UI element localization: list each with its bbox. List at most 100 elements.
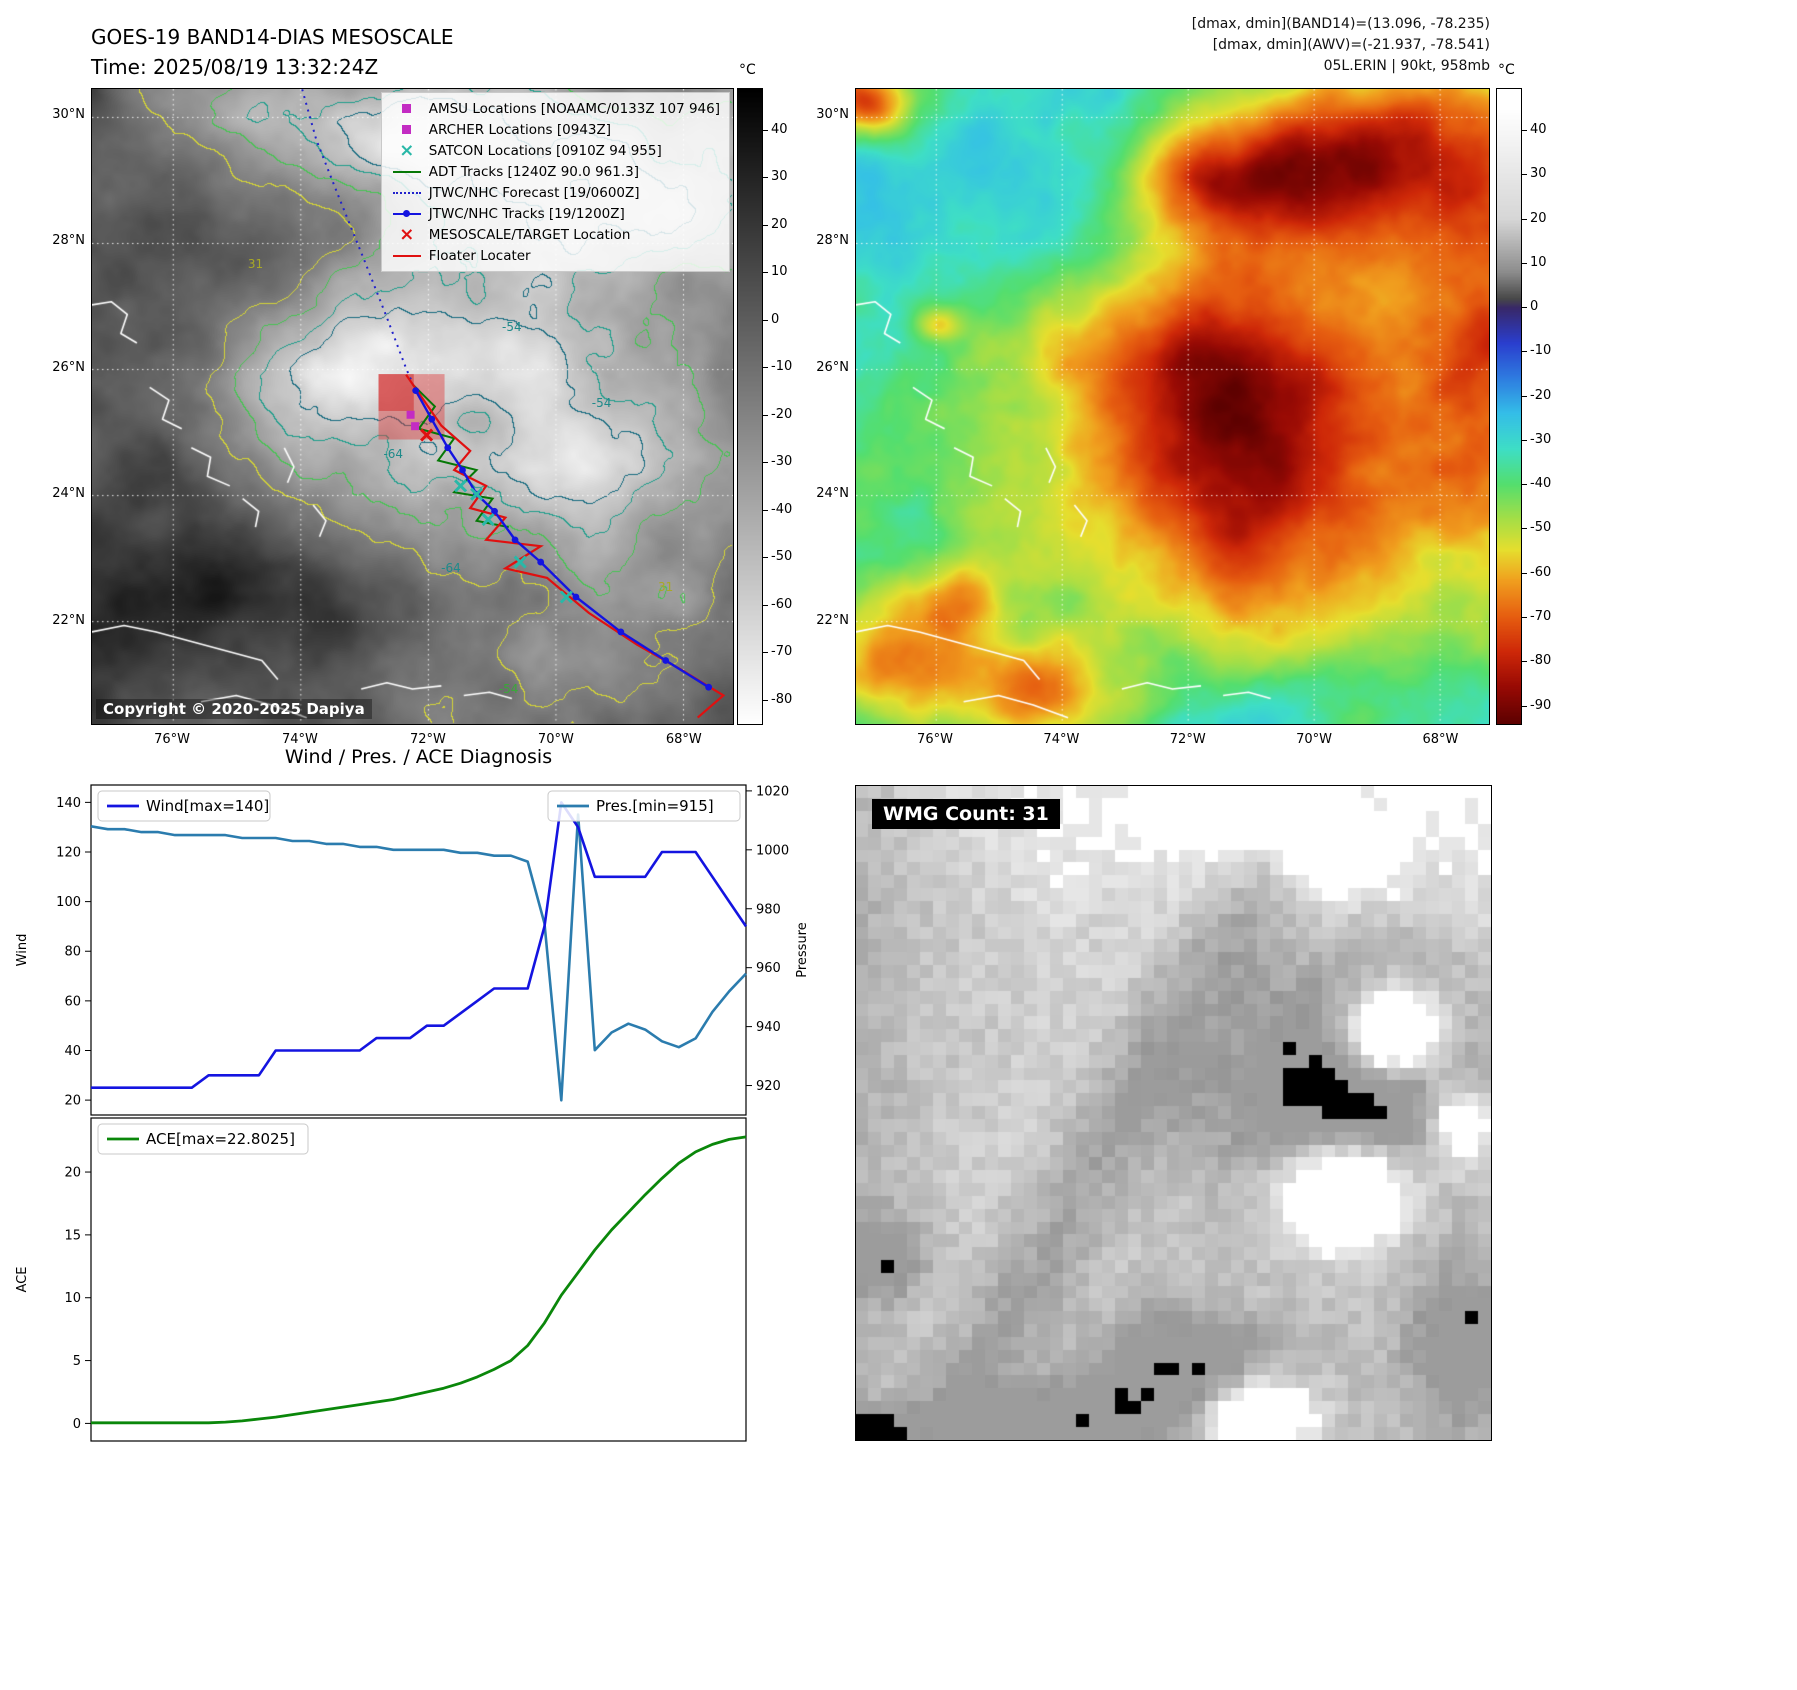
wind-axis-tick: 120 — [56, 845, 81, 860]
jtwc-track-point — [511, 536, 519, 544]
awv-colorbar-tick: -90 — [1530, 697, 1552, 713]
contour-label: 31 — [247, 256, 264, 271]
band14-colorbar-tick: 40 — [771, 122, 788, 138]
band14-colorbar — [737, 88, 763, 725]
contour-label: -64 — [441, 561, 461, 576]
awv-colorbar-tick: 30 — [1530, 166, 1547, 182]
awv-lon-tick: 76°W — [917, 732, 953, 747]
awv-colorbar-tickmark — [1522, 528, 1527, 530]
pressure-series-line — [90, 813, 747, 1102]
jtwc-track-point — [662, 657, 670, 664]
wind-legend-label: Wind[max=140] — [146, 797, 269, 815]
wind-pressure-chart-frame — [90, 784, 747, 1116]
band14-colorbar-tick: -20 — [771, 406, 793, 422]
awv-colorbar-unit: °C — [1498, 62, 1515, 78]
awv-colorbar-tickmark — [1522, 395, 1527, 397]
band14-lon-tick: 74°W — [282, 732, 318, 747]
awv-colorbar-tickmark — [1522, 351, 1527, 353]
pressure-legend-label: Pres.[min=915] — [596, 797, 714, 815]
band14-colorbar-tick: -70 — [771, 644, 793, 660]
band14-colorbar-tick: -10 — [771, 359, 793, 375]
awv-colorbar-tick: -60 — [1530, 564, 1552, 580]
band14-lon-tick: 68°W — [665, 732, 702, 747]
band14-colorbar-tick: 10 — [771, 264, 788, 280]
legend-item-floater: Floater Locater — [391, 246, 720, 265]
diagnosis-charts: 2040608010012014092094096098010001020051… — [15, 784, 810, 1442]
jtwc-track-point — [617, 628, 625, 636]
band14-colorbar-tick: -30 — [771, 454, 793, 470]
satcon-x-marker — [559, 590, 573, 604]
band14-colorbar-gradient — [738, 89, 762, 724]
map-legend: AMSU Locations [NOAAMC/0133Z 107 946] ARC… — [380, 92, 730, 272]
jtwc-track-point — [705, 683, 713, 691]
legend-item-target: × MESOSCALE/TARGET Location — [391, 225, 720, 244]
archer-marker-icon — [391, 125, 423, 134]
wind-axis-tick: 140 — [56, 796, 81, 811]
wmg-pixel-image — [856, 786, 1491, 1440]
ace-legend-label: ACE[max=22.8025] — [146, 1130, 295, 1148]
jtwc-track-point — [459, 466, 466, 474]
awv-lat-tick: 30°N — [816, 107, 849, 123]
awv-colorbar-tick: -20 — [1530, 387, 1552, 403]
legend-item-adt: ADT Tracks [1240Z 90.0 961.3] — [391, 162, 720, 181]
band14-colorbar-tickmark — [763, 224, 768, 226]
ace-legend-box — [97, 1123, 309, 1155]
awv-colorbar-tickmark — [1522, 307, 1527, 309]
wind-axis-tick: 80 — [64, 945, 81, 960]
legend-item-amsu: AMSU Locations [NOAAMC/0133Z 107 946] — [391, 99, 720, 118]
awv-colorbar-tickmark — [1522, 262, 1527, 264]
awv-lon-tick: 74°W — [1043, 732, 1080, 747]
band14-colorbar-tickmark — [763, 604, 768, 606]
awv-colorbar-tickmark — [1522, 705, 1527, 707]
legend-item-archer: ARCHER Locations [0943Z] — [391, 120, 720, 139]
contour-label: -54 — [591, 396, 612, 411]
band14-lat-tick: 22°N — [52, 612, 85, 628]
wind-axis-tick: 60 — [64, 994, 81, 1009]
band14-lat-tick: 28°N — [52, 233, 85, 249]
band14-title-block: GOES-19 BAND14-DIAS MESOSCALE Time: 2025… — [91, 22, 454, 82]
forecast-marker-icon — [391, 191, 423, 194]
satcon-marker-icon: × — [399, 139, 415, 161]
contour-label: -54 — [498, 682, 519, 697]
awv-colorbar-tickmark — [1522, 484, 1527, 486]
wind-series-line — [91, 801, 748, 1090]
contour-label: -54 — [502, 320, 522, 335]
ace-axis-tick: 5 — [73, 1354, 81, 1369]
jtwc-track-point — [572, 593, 580, 601]
copyright-label: Copyright © 2020-2025 Dapiya — [96, 699, 372, 719]
mesoscale-target-box-inner — [378, 374, 414, 411]
contour-label: 31 — [658, 580, 674, 595]
band14-lat-tick: 24°N — [52, 486, 85, 502]
awv-lat-tick: 26°N — [816, 359, 849, 375]
storm-id-intensity-line: 05L.ERIN | 90kt, 958mb — [1323, 58, 1490, 74]
awv-colorbar-tickmark — [1522, 572, 1527, 574]
legend-label: AMSU Locations [NOAAMC/0133Z 107 946] — [428, 100, 720, 117]
awv-colorbar-tick: -30 — [1530, 431, 1552, 447]
band14-map-panel: AMSU Locations [NOAAMC/0133Z 107 946] ARC… — [91, 88, 734, 725]
jtwc-track-line — [414, 390, 710, 689]
satcon-x-marker — [470, 487, 484, 501]
jtwc-forecast-line — [301, 89, 417, 391]
band14-colorbar-tick: -80 — [771, 691, 793, 707]
pressure-axis-tick: 960 — [756, 961, 781, 976]
jtwc-track-point — [412, 387, 420, 395]
contour-label: -64 — [383, 447, 404, 462]
wmg-count-label: WMG Count: 31 — [872, 799, 1060, 829]
band14-colorbar-tickmark — [763, 367, 768, 369]
pressure-axis-tick: 980 — [756, 902, 781, 917]
legend-label: ADT Tracks [1240Z 90.0 961.3] — [428, 163, 639, 180]
band14-colorbar-tickmark — [763, 509, 768, 511]
band14-colorbar-tickmark — [763, 272, 768, 274]
ace-axis-label: ACE — [15, 1267, 30, 1293]
awv-lon-tick: 72°W — [1169, 732, 1206, 747]
ace-axis-tick: 20 — [64, 1166, 81, 1181]
wind-axis-tick: 100 — [56, 895, 81, 910]
target-marker-icon: × — [399, 223, 415, 245]
ace-series-line — [91, 1135, 747, 1425]
band14-lon-tick: 70°W — [537, 732, 574, 747]
awv-colorbar-tickmark — [1522, 174, 1527, 176]
satcon-x-marker — [481, 512, 495, 527]
pressure-axis-tick: 1000 — [756, 843, 789, 858]
band14-lon-tick: 72°W — [409, 732, 446, 747]
awv-lat-tick: 24°N — [816, 486, 849, 502]
